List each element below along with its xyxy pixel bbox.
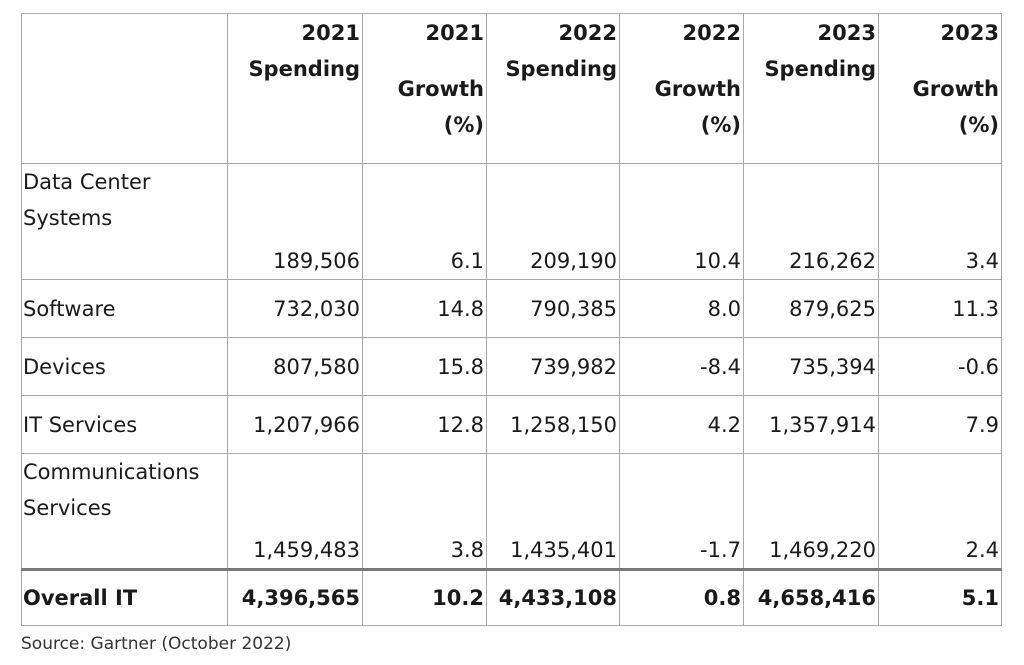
- table-cell: 7.9: [878, 395, 1002, 454]
- header-metric: Growth: [654, 77, 741, 101]
- header-unit: (%): [700, 113, 741, 137]
- header-2021-growth: 2021 Growth (%): [362, 13, 487, 164]
- table-row: Devices 807,580 15.8 739,982 -8.4 735,39…: [21, 337, 1002, 396]
- row-label: Devices: [21, 337, 228, 396]
- table-cell: 1,258,150: [486, 395, 620, 454]
- header-metric: Spending: [764, 57, 876, 81]
- table-cell: 735,394: [743, 337, 879, 396]
- header-year: 2022: [682, 21, 741, 45]
- table-cell: -8.4: [619, 337, 744, 396]
- table-cell: 10.2: [362, 568, 487, 626]
- header-2022-spending: 2022 Spending: [486, 13, 620, 164]
- header-unit: (%): [958, 113, 999, 137]
- header-year: 2023: [940, 21, 999, 45]
- table-cell: 14.8: [362, 279, 487, 338]
- table-cell: 10.4: [619, 163, 744, 280]
- row-label: Software: [21, 279, 228, 338]
- row-label: Overall IT: [21, 568, 228, 626]
- table-cell: 4,433,108: [486, 568, 620, 626]
- table-cell: 6.1: [362, 163, 487, 280]
- header-2021-spending: 2021 Spending: [227, 13, 363, 164]
- table-cell: 8.0: [619, 279, 744, 338]
- header-2023-spending: 2023 Spending: [743, 13, 879, 164]
- table-cell: 4,658,416: [743, 568, 879, 626]
- table-cell: 739,982: [486, 337, 620, 396]
- table-cell: 4.2: [619, 395, 744, 454]
- table-cell: 790,385: [486, 279, 620, 338]
- header-metric: Growth: [912, 77, 999, 101]
- header-2022-growth: 2022 Growth (%): [619, 13, 744, 164]
- table-cell: -1.7: [619, 453, 744, 570]
- header-metric: Spending: [505, 57, 617, 81]
- table-cell: 1,459,483: [227, 453, 363, 570]
- table-cell: 15.8: [362, 337, 487, 396]
- table-cell: 1,357,914: [743, 395, 879, 454]
- header-year: 2021: [301, 21, 360, 45]
- header-year: 2023: [817, 21, 876, 45]
- table-row: Data Center Systems 189,506 6.1 209,190 …: [21, 163, 1002, 280]
- row-label: IT Services: [21, 395, 228, 454]
- table-cell: 1,469,220: [743, 453, 879, 570]
- table-cell: 1,207,966: [227, 395, 363, 454]
- header-year: 2021: [425, 21, 484, 45]
- header-row: 2021 Spending 2021 Growth (%) 2022 Spend…: [21, 13, 1002, 164]
- source-note: Source: Gartner (October 2022): [21, 634, 292, 654]
- table-cell: 0.8: [619, 568, 744, 626]
- table-row: IT Services 1,207,966 12.8 1,258,150 4.2…: [21, 395, 1002, 454]
- table-cell: 879,625: [743, 279, 879, 338]
- table-cell: 3.4: [878, 163, 1002, 280]
- table-cell: 5.1: [878, 568, 1002, 626]
- table-row: Communications Services 1,459,483 3.8 1,…: [21, 453, 1002, 570]
- row-label: Communications Services: [21, 453, 228, 570]
- table-cell: 4,396,565: [227, 568, 363, 626]
- total-row: Overall IT 4,396,565 10.2 4,433,108 0.8 …: [21, 568, 1002, 626]
- it-spending-table: 2021 Spending 2021 Growth (%) 2022 Spend…: [21, 13, 1002, 626]
- table-cell: 732,030: [227, 279, 363, 338]
- header-unit: (%): [443, 113, 484, 137]
- header-year: 2022: [558, 21, 617, 45]
- header-metric: Growth: [397, 77, 484, 101]
- row-label: Data Center Systems: [21, 163, 228, 280]
- table-cell: 2.4: [878, 453, 1002, 570]
- table-cell: 807,580: [227, 337, 363, 396]
- table-cell: -0.6: [878, 337, 1002, 396]
- table-cell: 1,435,401: [486, 453, 620, 570]
- table-cell: 3.8: [362, 453, 487, 570]
- table-cell: 11.3: [878, 279, 1002, 338]
- table-cell: 12.8: [362, 395, 487, 454]
- header-2023-growth: 2023 Growth (%): [878, 13, 1002, 164]
- table-cell: 216,262: [743, 163, 879, 280]
- header-empty-cell: [21, 13, 228, 164]
- table-cell: 189,506: [227, 163, 363, 280]
- header-metric: Spending: [248, 57, 360, 81]
- table-row: Software 732,030 14.8 790,385 8.0 879,62…: [21, 279, 1002, 338]
- table-cell: 209,190: [486, 163, 620, 280]
